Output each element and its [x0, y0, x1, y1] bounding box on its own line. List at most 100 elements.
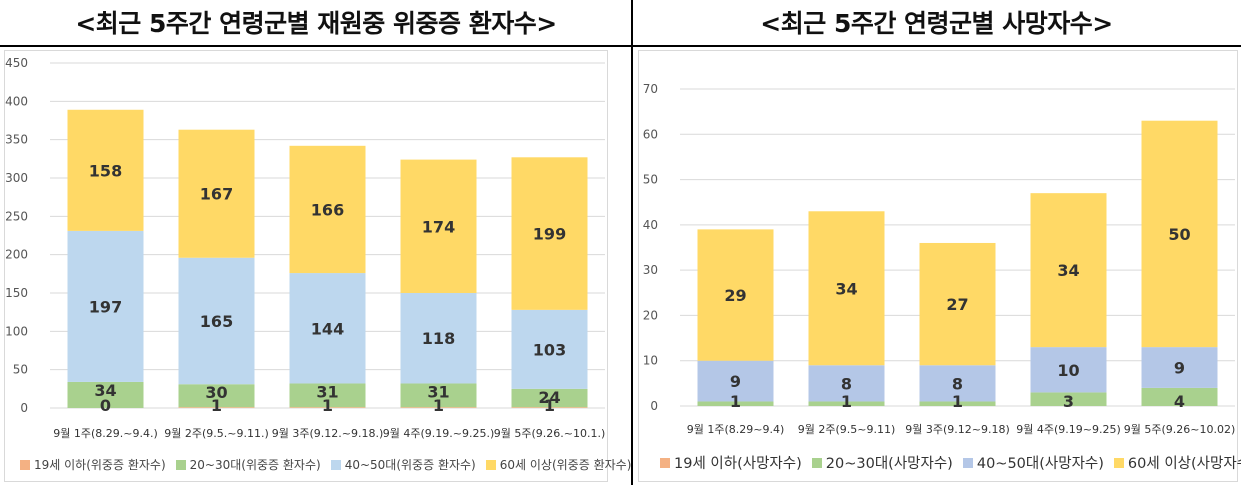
title-divider — [0, 45, 1241, 47]
right-data-label: 8 — [952, 374, 963, 393]
right-bar-segment — [1030, 347, 1107, 393]
legend-label: 40~50대(사망자수) — [976, 456, 1104, 472]
legend-swatch — [485, 459, 496, 470]
right-chart-title: <최근 5주간 연령군별 사망자수> — [760, 9, 1113, 38]
left-bar-segment — [289, 383, 366, 408]
left-data-label: 34 — [94, 381, 116, 400]
legend-swatch — [330, 459, 341, 470]
legend-label: 40~50대(위중증 환자수) — [344, 458, 476, 472]
right-bar-segment — [808, 365, 885, 402]
legend-label: 20~30대(위중증 환자수) — [189, 458, 321, 472]
left-x-category-label: 9월 5주(9.26.~10.1.) — [494, 427, 606, 440]
left-data-label: 1 — [322, 396, 333, 415]
right-x-category-label: 9월 1주(8.29~9.4) — [687, 423, 785, 436]
right-bar-segment — [808, 401, 885, 406]
left-data-label: 158 — [89, 161, 122, 180]
right-bar-segment — [808, 211, 885, 366]
legend-item: 40~50대(위중증 환자수) — [330, 456, 476, 473]
legend-swatch — [811, 457, 822, 468]
left-x-category-label: 9월 3주(9.12.~9.18.) — [272, 427, 384, 440]
legend-item: 20~30대(사망자수) — [811, 452, 953, 473]
left-y-tick-label: 50 — [13, 363, 28, 377]
left-data-label: 144 — [311, 319, 344, 338]
legend-item: 19세 이하(사망자수) — [660, 452, 802, 473]
left-bar-segment — [178, 407, 255, 408]
right-data-label: 8 — [841, 374, 852, 393]
right-data-label: 9 — [1174, 359, 1185, 378]
legend-label: 20~30대(사망자수) — [825, 456, 953, 472]
left-data-label: 31 — [316, 382, 338, 401]
right-bar-segment — [1141, 347, 1218, 388]
left-bar-segment — [67, 381, 144, 408]
legend-swatch — [660, 457, 670, 468]
left-bar-segment — [67, 230, 144, 382]
right-bar-segment — [1030, 193, 1107, 348]
legend-label: 19세 이하(사망자수) — [674, 456, 802, 472]
left-bar-segment — [178, 129, 255, 258]
left-bar-segment — [400, 293, 477, 384]
left-chart-frame — [4, 50, 608, 482]
legend-swatch — [962, 457, 973, 468]
left-data-label: 1 — [433, 396, 444, 415]
left-x-category-label: 9월 4주(9.19.~9.25.) — [383, 427, 495, 440]
left-bar-segment — [289, 273, 366, 384]
right-y-tick-label: 60 — [643, 127, 658, 141]
right-y-tick-label: 50 — [643, 173, 658, 187]
left-panel: <최근 5주간 연령군별 재원중 위중증 환자수> — [75, 9, 557, 38]
left-bar-segment — [511, 407, 588, 408]
right-x-category-label: 9월 4주(9.19~9.25) — [1016, 423, 1121, 436]
right-bar-segment — [697, 360, 774, 402]
right-data-label: 29 — [724, 286, 746, 305]
left-data-label: 167 — [200, 185, 233, 204]
right-bar-segment — [1030, 392, 1107, 406]
legend-item: 60세 이상(사망자수) — [1113, 452, 1241, 473]
left-bar-segment — [400, 159, 477, 293]
left-y-tick-label: 250 — [5, 209, 28, 223]
right-bar-segment — [1141, 387, 1218, 406]
left-bar-segment — [178, 257, 255, 385]
right-data-label: 3 — [1063, 392, 1074, 411]
left-data-label: 30 — [205, 383, 227, 402]
legend-swatch — [20, 459, 30, 470]
right-bar-segment — [697, 229, 774, 361]
legend-item: 40~50대(사망자수) — [962, 452, 1104, 473]
right-data-label: 10 — [1057, 361, 1079, 380]
left-data-label: 165 — [200, 312, 233, 331]
left-data-label: 197 — [89, 297, 122, 316]
left-data-label: 174 — [422, 217, 455, 236]
left-y-tick-label: 150 — [5, 286, 28, 300]
legend-label: 60세 이상(위중증 환자수) — [499, 458, 632, 472]
right-bar-segment — [919, 401, 996, 406]
left-bar-segment — [289, 407, 366, 408]
left-y-tick-label: 450 — [5, 56, 28, 70]
right-chart-frame — [638, 50, 1238, 482]
left-bar-segment — [400, 407, 477, 408]
left-y-tick-label: 350 — [5, 133, 28, 147]
left-data-label: 199 — [533, 225, 566, 244]
left-data-label: 1 — [211, 396, 222, 415]
right-bar-segment — [919, 365, 996, 402]
left-chart-title: <최근 5주간 연령군별 재원중 위중증 환자수> — [75, 9, 557, 38]
left-bar-segment — [511, 309, 588, 389]
left-data-label: 103 — [533, 340, 566, 359]
right-x-category-label: 9월 3주(9.12~9.18) — [905, 423, 1010, 436]
left-data-label: 0 — [100, 396, 111, 415]
right-panel: <최근 5주간 연령군별 사망자수> — [632, 0, 1241, 485]
left-x-category-label: 9월 2주(9.5.~9.11.) — [164, 427, 269, 440]
left-bar-segment — [400, 383, 477, 408]
left-bar-segment — [67, 109, 144, 231]
legend-swatch — [175, 459, 186, 470]
left-bar-segment — [289, 145, 366, 274]
left-x-category-label: 9월 1주(8.29.~9.4.) — [53, 427, 158, 440]
left-y-tick-label: 100 — [5, 324, 28, 338]
right-bar-segment — [919, 242, 996, 366]
left-y-tick-label: 400 — [5, 94, 28, 108]
right-data-label: 34 — [835, 279, 857, 298]
left-bar-segment — [511, 157, 588, 310]
left-y-tick-label: 300 — [5, 171, 28, 185]
right-data-label: 9 — [730, 372, 741, 391]
panel-divider — [631, 0, 633, 485]
right-data-label: 50 — [1168, 225, 1190, 244]
right-data-label: 4 — [1174, 392, 1185, 411]
